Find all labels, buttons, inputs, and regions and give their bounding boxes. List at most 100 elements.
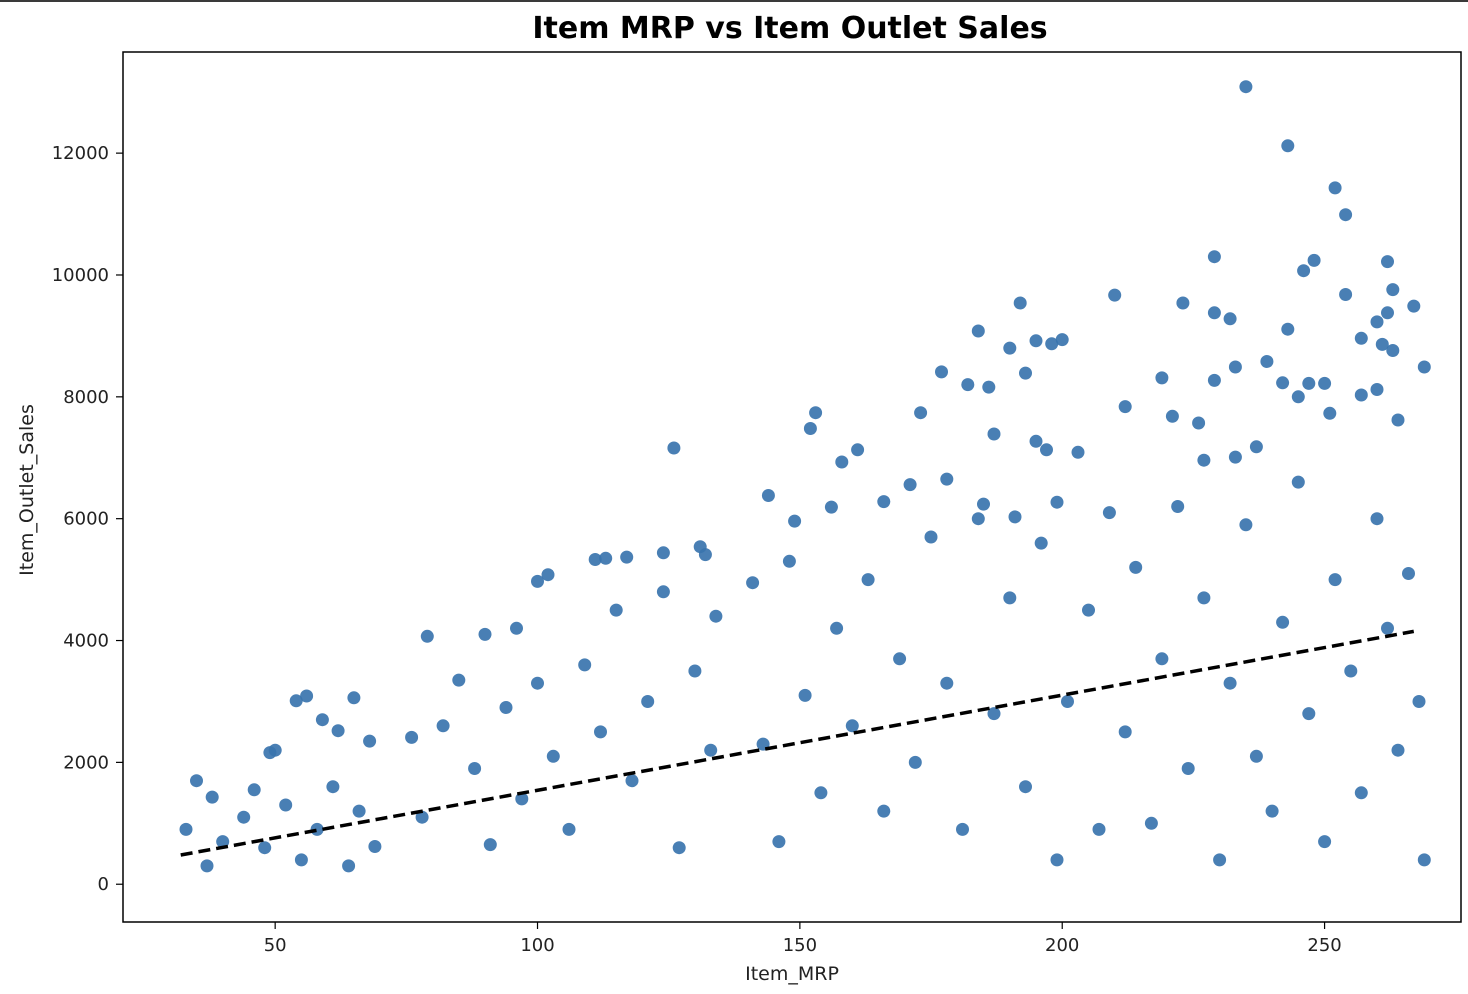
data-point xyxy=(1302,376,1316,390)
data-point xyxy=(578,658,592,672)
data-point xyxy=(1276,376,1290,390)
data-point xyxy=(961,378,975,392)
data-point xyxy=(877,495,891,509)
data-point xyxy=(698,548,712,562)
data-point xyxy=(971,512,985,526)
data-point xyxy=(1302,707,1316,721)
data-point xyxy=(1181,762,1195,775)
data-point xyxy=(1381,306,1394,320)
data-point xyxy=(289,694,303,708)
regression-line-layer xyxy=(180,629,1415,857)
data-point xyxy=(1108,288,1122,302)
data-point xyxy=(1239,518,1253,532)
data-point xyxy=(342,859,356,873)
data-point xyxy=(483,838,497,852)
data-point xyxy=(1228,450,1242,464)
data-point xyxy=(1197,591,1211,605)
data-point xyxy=(1082,603,1095,617)
data-point xyxy=(247,783,261,797)
data-point xyxy=(893,652,907,666)
y-axis-ticks: 0 2000 4000 6000 8000 10000 12000 xyxy=(52,143,123,895)
data-point xyxy=(620,550,634,564)
data-point xyxy=(531,676,544,690)
data-point xyxy=(1034,536,1048,550)
data-point xyxy=(1207,306,1221,320)
data-point xyxy=(515,792,529,806)
data-point xyxy=(914,406,928,420)
data-point xyxy=(908,755,922,769)
data-point xyxy=(1155,652,1169,666)
data-point xyxy=(1265,804,1279,818)
data-point xyxy=(1307,253,1321,267)
data-point xyxy=(1417,853,1431,867)
data-point xyxy=(1291,475,1305,489)
data-point xyxy=(1407,299,1421,313)
data-point xyxy=(1176,296,1190,310)
data-point xyxy=(294,853,308,867)
y-tick-label: 2000 xyxy=(63,752,109,773)
data-point xyxy=(279,798,293,812)
x-tick-label: 100 xyxy=(520,935,554,956)
data-point xyxy=(1297,264,1311,278)
data-point xyxy=(1402,567,1415,580)
data-point xyxy=(1354,331,1368,345)
data-point xyxy=(415,810,429,824)
data-point xyxy=(1391,743,1405,757)
data-point xyxy=(987,427,1001,441)
data-point xyxy=(1019,780,1032,794)
data-point xyxy=(672,841,686,855)
data-point xyxy=(1412,695,1426,708)
y-tick-label: 12000 xyxy=(52,143,109,164)
data-point xyxy=(814,786,828,800)
data-point xyxy=(510,621,523,635)
data-point xyxy=(1029,334,1043,348)
data-point xyxy=(347,691,361,705)
data-point xyxy=(1207,373,1221,387)
data-point xyxy=(1249,749,1263,763)
data-point xyxy=(1102,506,1116,520)
data-point xyxy=(452,673,466,687)
data-point xyxy=(205,790,219,804)
data-point xyxy=(562,822,576,836)
data-point xyxy=(788,514,802,528)
data-point xyxy=(1260,355,1274,368)
data-point xyxy=(956,822,969,836)
data-point xyxy=(1165,409,1179,423)
data-point xyxy=(258,841,272,855)
x-tick-label: 50 xyxy=(264,935,287,956)
data-point xyxy=(987,707,1001,721)
data-point xyxy=(940,472,954,486)
data-point xyxy=(1050,495,1064,509)
data-point xyxy=(1391,413,1405,427)
data-point xyxy=(877,804,891,818)
data-point xyxy=(1370,512,1384,526)
data-point xyxy=(1171,500,1185,513)
data-point xyxy=(1192,416,1206,430)
data-point xyxy=(704,743,718,757)
data-point xyxy=(1344,664,1358,678)
x-axis-label: Item_MRP xyxy=(745,963,839,985)
data-point xyxy=(971,324,985,338)
data-point xyxy=(588,553,602,566)
window-top-border xyxy=(0,0,1468,2)
data-point xyxy=(1323,406,1337,420)
data-point xyxy=(1281,322,1295,336)
data-point xyxy=(1129,560,1143,574)
data-point xyxy=(1318,376,1332,390)
data-point xyxy=(982,380,996,394)
data-point xyxy=(546,749,560,763)
data-point xyxy=(1003,341,1017,355)
data-point xyxy=(237,810,251,824)
data-point xyxy=(1239,80,1253,94)
data-point xyxy=(1213,853,1227,867)
data-point xyxy=(641,695,655,708)
data-point xyxy=(1375,337,1389,351)
data-point xyxy=(845,719,859,733)
plot-frame xyxy=(122,51,1462,923)
y-tick-label: 10000 xyxy=(52,265,109,286)
data-point xyxy=(1040,443,1053,457)
y-tick-label: 4000 xyxy=(63,631,109,652)
data-point xyxy=(1118,725,1132,739)
x-tick-label: 200 xyxy=(1045,935,1079,956)
data-point xyxy=(1386,344,1400,357)
